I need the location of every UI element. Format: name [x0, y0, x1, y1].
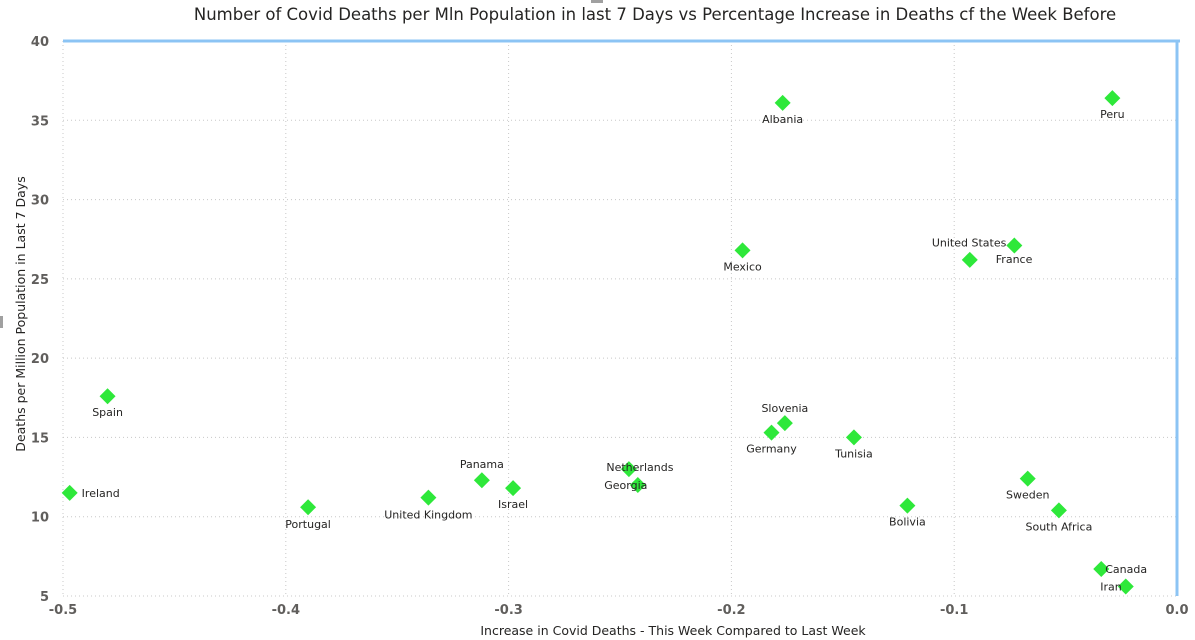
x-axis-ticks: -0.5 -0.4 -0.3 -0.2 -0.1 0.0: [49, 603, 1189, 618]
data-point-panama[interactable]: Panama: [460, 458, 504, 489]
point-label: Portugal: [285, 518, 331, 531]
diamond-marker[interactable]: [776, 415, 793, 432]
point-label: Spain: [92, 406, 123, 419]
data-point-netherlands[interactable]: Netherlands: [606, 461, 674, 478]
y-tick-label: 5: [40, 590, 49, 605]
data-point-slovenia[interactable]: Slovenia: [761, 402, 808, 432]
diamond-marker[interactable]: [1050, 502, 1067, 519]
diamond-marker[interactable]: [629, 477, 646, 493]
y-tick-label: 40: [31, 35, 49, 50]
diamond-marker[interactable]: [899, 497, 916, 514]
data-point-france[interactable]: France: [961, 251, 1033, 268]
y-tick-label: 20: [31, 352, 49, 367]
diamond-marker[interactable]: [961, 251, 978, 268]
diamond-marker[interactable]: [61, 484, 78, 501]
chart-title: Number of Covid Deaths per Mln Populatio…: [194, 5, 1116, 24]
x-tick-label: -0.3: [494, 603, 522, 618]
x-tick-label: 0.0: [1165, 603, 1188, 618]
y-tick-label: 30: [31, 194, 49, 209]
diamond-marker[interactable]: [1117, 578, 1134, 595]
diamond-marker[interactable]: [420, 489, 437, 506]
data-point-israel[interactable]: Israel: [498, 480, 528, 511]
point-label: Canada: [1105, 563, 1147, 576]
diamond-marker[interactable]: [1093, 561, 1110, 578]
x-tick-label: -0.2: [717, 603, 745, 618]
data-point-south-africa[interactable]: South Africa: [1025, 502, 1092, 533]
diamond-marker[interactable]: [774, 94, 791, 111]
diamond-marker[interactable]: [99, 388, 116, 405]
data-point-mexico[interactable]: Mexico: [723, 242, 762, 273]
point-label: Iran: [1100, 580, 1122, 593]
data-point-canada[interactable]: Canada: [1093, 561, 1147, 578]
y-axis-title: Deaths per Million Population in Last 7 …: [13, 176, 28, 451]
data-point-georgia[interactable]: Georgia: [604, 477, 647, 493]
data-point-sweden[interactable]: Sweden: [1006, 470, 1049, 502]
data-point-ireland[interactable]: Ireland: [61, 484, 120, 501]
diamond-marker[interactable]: [1006, 237, 1023, 254]
y-axis-ticks: 5 10 15 20 25 30 35 40: [31, 35, 49, 605]
point-label: Albania: [762, 113, 803, 126]
point-label: France: [996, 253, 1033, 266]
x-tick-label: -0.4: [272, 603, 300, 618]
point-label: South Africa: [1025, 520, 1092, 533]
point-label: Slovenia: [761, 402, 808, 415]
point-label: Ireland: [82, 487, 120, 500]
point-label: Bolivia: [889, 516, 926, 529]
diamond-marker[interactable]: [734, 242, 751, 259]
data-point-iran[interactable]: Iran: [1100, 578, 1134, 595]
diamond-marker[interactable]: [300, 499, 317, 516]
diamond-marker[interactable]: [505, 480, 522, 497]
data-point-portugal[interactable]: Portugal: [285, 499, 331, 531]
diamond-marker[interactable]: [473, 472, 490, 489]
diamond-marker[interactable]: [1019, 470, 1036, 487]
y-tick-label: 10: [31, 511, 49, 526]
data-point-united-states[interactable]: United States: [932, 237, 1023, 254]
data-point-peru[interactable]: Peru: [1100, 90, 1125, 121]
resize-handle-top[interactable]: [591, 0, 603, 3]
data-point-albania[interactable]: Albania: [762, 94, 803, 126]
point-label: Georgia: [604, 479, 647, 492]
x-axis-title: Increase in Covid Deaths - This Week Com…: [480, 623, 866, 638]
point-label: United States: [932, 237, 1007, 250]
diamond-marker[interactable]: [845, 429, 862, 446]
point-label: Germany: [746, 443, 797, 456]
point-label: Israel: [498, 498, 528, 511]
reference-lines: [63, 39, 1180, 596]
gridlines: [62, 41, 1177, 597]
y-tick-label: 15: [31, 431, 49, 446]
data-point-united-kingdom[interactable]: United Kingdom: [384, 489, 473, 522]
point-label: United Kingdom: [384, 509, 472, 522]
y-tick-label: 35: [31, 114, 49, 129]
data-point-bolivia[interactable]: Bolivia: [889, 497, 926, 529]
data-point-tunisia[interactable]: Tunisia: [834, 429, 873, 460]
diamond-marker[interactable]: [763, 424, 780, 441]
x-tick-label: -0.5: [49, 603, 77, 618]
point-label: Peru: [1100, 108, 1125, 121]
x-tick-label: -0.1: [940, 603, 968, 618]
point-label: Panama: [460, 458, 504, 471]
diamond-marker[interactable]: [620, 461, 637, 478]
diamond-marker[interactable]: [1104, 90, 1121, 107]
data-points: Albania Peru United States France Mexico Spai…: [61, 90, 1147, 595]
y-tick-label: 25: [31, 273, 49, 288]
point-label: Mexico: [723, 260, 762, 273]
point-label: Sweden: [1006, 489, 1049, 502]
resize-handle-left[interactable]: [0, 316, 3, 328]
point-label: Tunisia: [834, 447, 873, 460]
point-label: Netherlands: [606, 461, 673, 474]
data-point-spain[interactable]: Spain: [92, 388, 123, 419]
data-point-germany[interactable]: Germany: [746, 424, 797, 456]
